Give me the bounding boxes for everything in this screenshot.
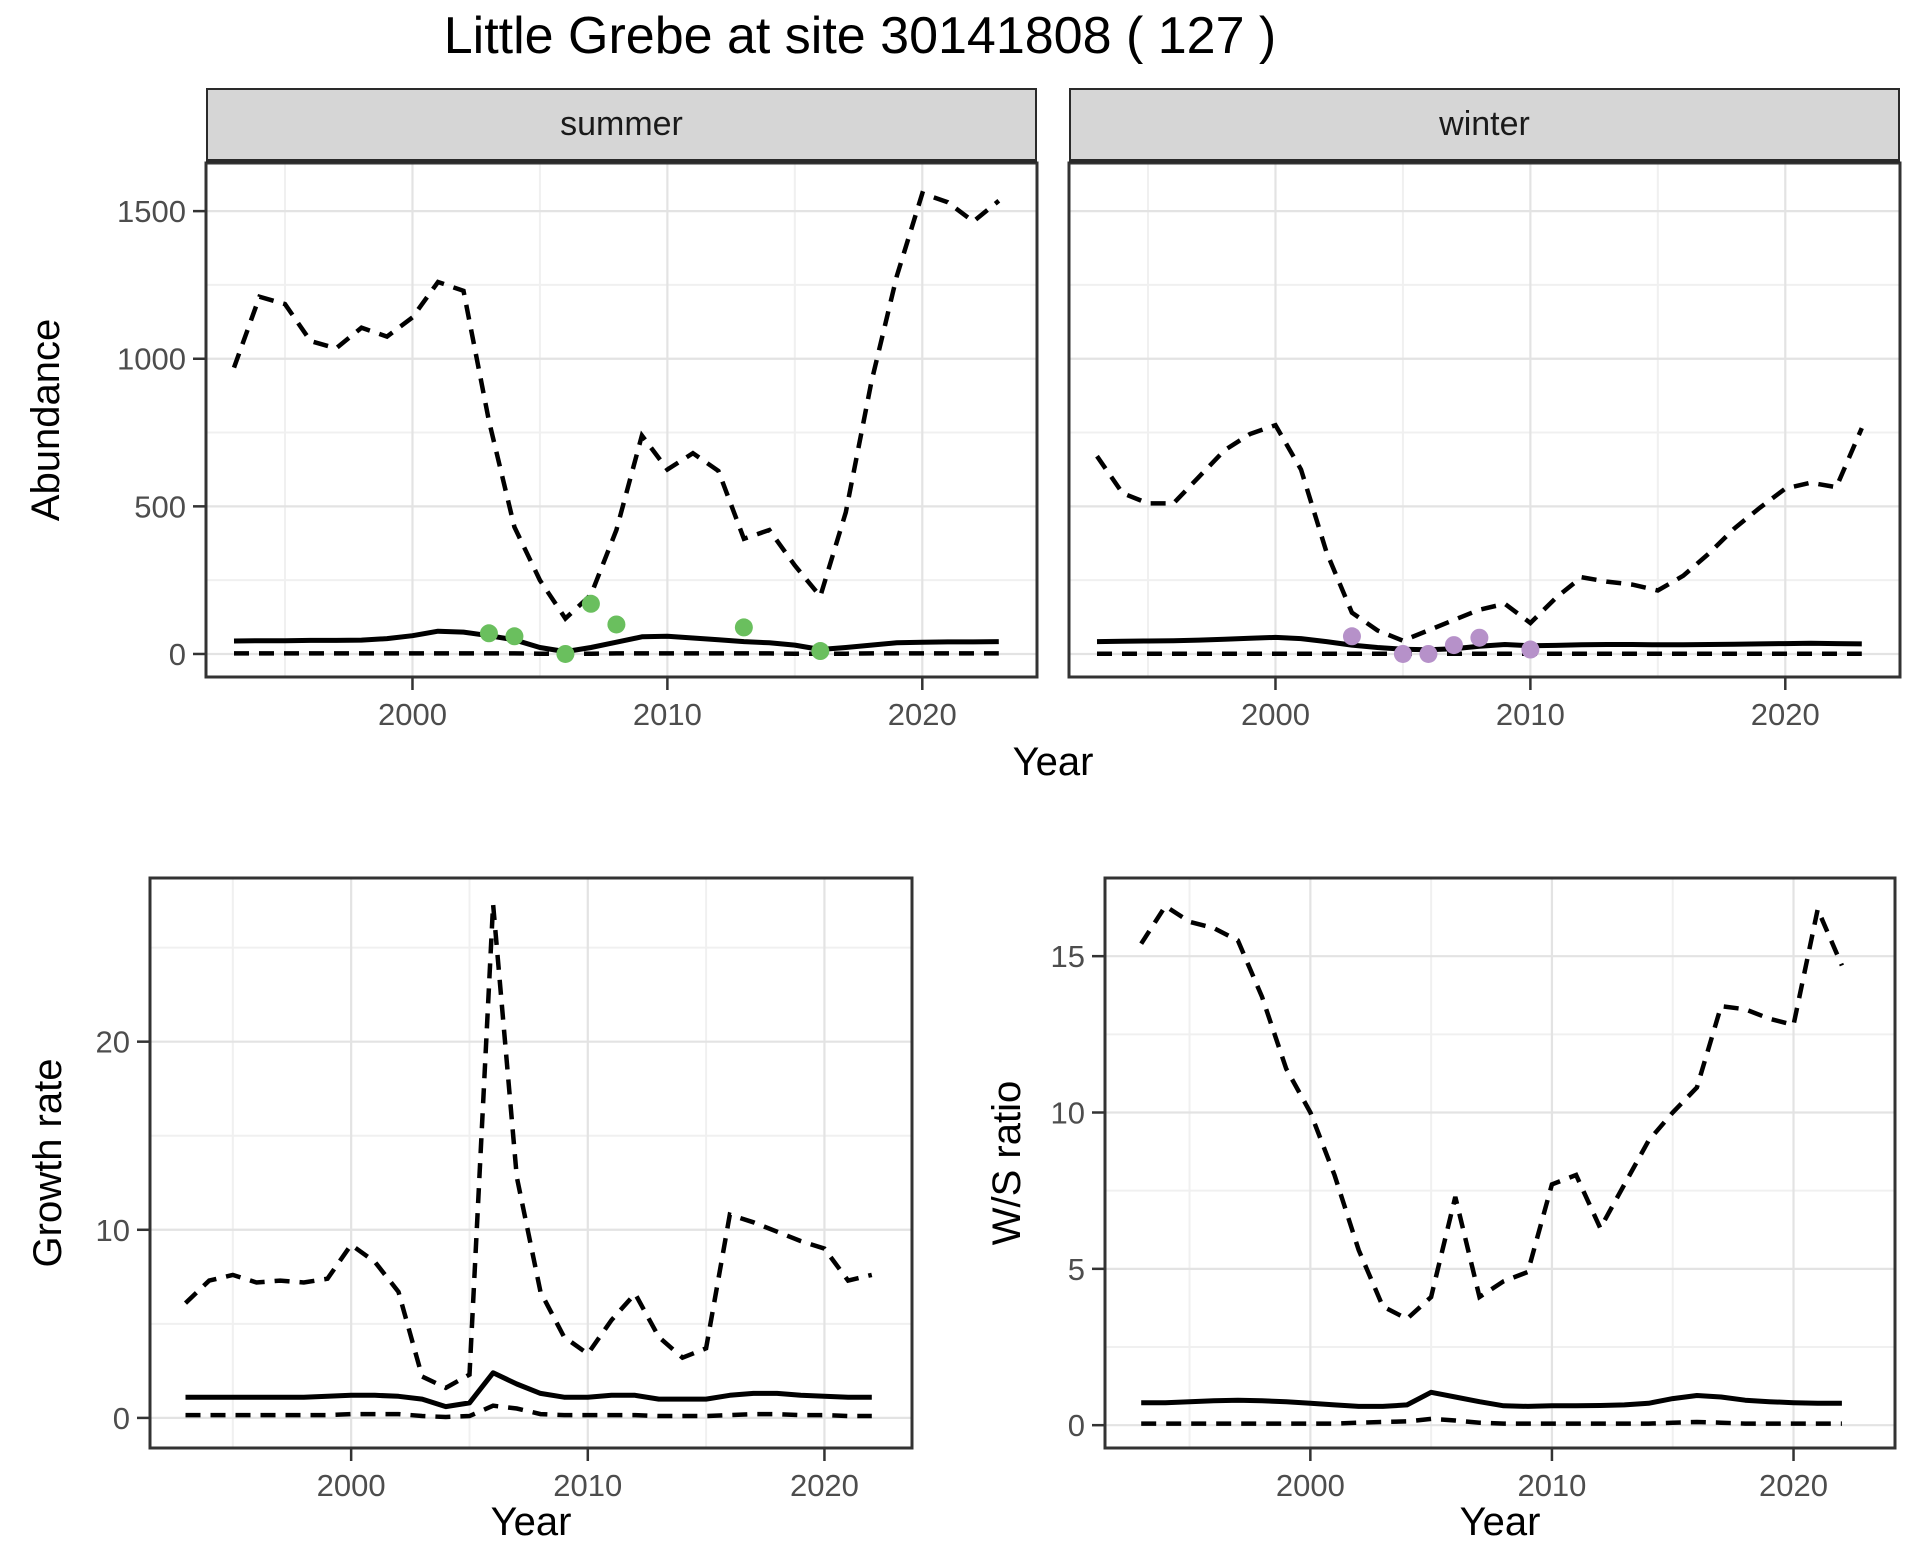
abundance-summer-xtick-label: 2010 xyxy=(633,697,702,732)
abundance-summer-upper-ci-line xyxy=(231,190,1001,622)
growth-rate-upper-ci-line xyxy=(183,904,873,1391)
abundance-winter-panel-border xyxy=(1067,161,1902,679)
ws-ratio-lower-ci-line xyxy=(1141,1416,1842,1426)
growth-rate-xtick-label: 2000 xyxy=(317,1468,386,1503)
abundance-summer-panel-bg xyxy=(206,163,1037,677)
growth-rate-ytick-label: 20 xyxy=(96,1025,130,1060)
growth-rate-ytick-label: 10 xyxy=(96,1213,130,1248)
abundance-summer-lower-ci-line xyxy=(234,651,999,657)
abundance-winter-upper-ci-line xyxy=(1095,422,1864,644)
growth-rate-xtick-label: 2020 xyxy=(790,1468,859,1503)
growth-rate-lower-ci-line xyxy=(185,1403,872,1420)
facet-strip-summer: summer xyxy=(206,88,1037,163)
abundance-winter-observation-dot xyxy=(1444,636,1463,655)
ws-ratio-xtick-label: 2020 xyxy=(1759,1468,1828,1503)
abundance-winter-xtick-label: 2010 xyxy=(1496,697,1565,732)
abundance-summer-observation-dot xyxy=(556,644,575,663)
growth-rate-xtick-label: 2010 xyxy=(553,1468,622,1503)
figure-title: Little Grebe at site 30141808 ( 127 ) xyxy=(443,7,1277,65)
abundance-summer-observation-dot xyxy=(811,642,830,661)
abundance-summer-observation-dot xyxy=(607,615,626,634)
abundance-summer-observation-dot xyxy=(505,627,524,646)
abundance-summer-ytick-label: 1500 xyxy=(117,194,186,229)
abundance-winter-observation-dot xyxy=(1393,644,1412,663)
ws-ratio-ytick-label: 10 xyxy=(1051,1096,1085,1131)
abundance-winter-xtick-label: 2000 xyxy=(1241,697,1310,732)
abundance-summer-observation-dot xyxy=(581,594,600,613)
abundance-summer-panel-border xyxy=(204,161,1039,679)
growth-rate-ytick-label: 0 xyxy=(113,1401,130,1436)
growth-rate-mean-line xyxy=(185,1370,872,1410)
ws-ratio-ytick-label: 5 xyxy=(1068,1252,1085,1287)
ws-ratio-panel-border xyxy=(1103,876,1897,1450)
facet-strip-winter: winter xyxy=(1069,88,1900,163)
x-axis-title-year-growth: Year xyxy=(490,1500,572,1544)
abundance-winter-observation-dot xyxy=(1470,628,1489,647)
abundance-winter-observation-dot xyxy=(1342,627,1361,646)
ws-ratio-mean-line xyxy=(1141,1389,1842,1409)
abundance-summer-xtick-label: 2000 xyxy=(378,697,447,732)
abundance-winter-observation-dot xyxy=(1419,644,1438,663)
ws-ratio-ytick-label: 0 xyxy=(1068,1408,1085,1443)
abundance-summer-ytick-label: 0 xyxy=(169,637,186,672)
growth-rate-panel-bg xyxy=(150,878,912,1448)
abundance-summer-observation-dot xyxy=(479,624,498,643)
y-axis-title-growth-rate: Growth rate xyxy=(26,1058,70,1268)
abundance-summer-ytick-label: 1000 xyxy=(117,342,186,377)
abundance-summer-mean-line xyxy=(233,628,999,655)
abundance-summer-xtick-label: 2020 xyxy=(888,697,957,732)
growth-rate-panel-border xyxy=(148,876,914,1450)
abundance-summer-ytick-label: 500 xyxy=(134,489,186,524)
abundance-winter-panel-bg xyxy=(1069,163,1900,677)
y-axis-title-ws-ratio: W/S ratio xyxy=(985,1080,1029,1246)
ws-ratio-xtick-label: 2010 xyxy=(1517,1468,1586,1503)
abundance-winter-observation-dot xyxy=(1521,640,1540,659)
abundance-winter-xtick-label: 2020 xyxy=(1751,697,1820,732)
abundance-summer-observation-dot xyxy=(734,618,753,637)
x-axis-title-year-ws: Year xyxy=(1459,1500,1541,1544)
ws-ratio-ytick-label: 15 xyxy=(1051,939,1085,974)
x-axis-title-year-top: Year xyxy=(1012,740,1094,784)
ws-ratio-panel-bg xyxy=(1105,878,1895,1448)
y-axis-title-abundance: Abundance xyxy=(24,318,68,522)
ws-ratio-xtick-label: 2000 xyxy=(1276,1468,1345,1503)
ws-ratio-upper-ci-line xyxy=(1139,901,1844,1322)
